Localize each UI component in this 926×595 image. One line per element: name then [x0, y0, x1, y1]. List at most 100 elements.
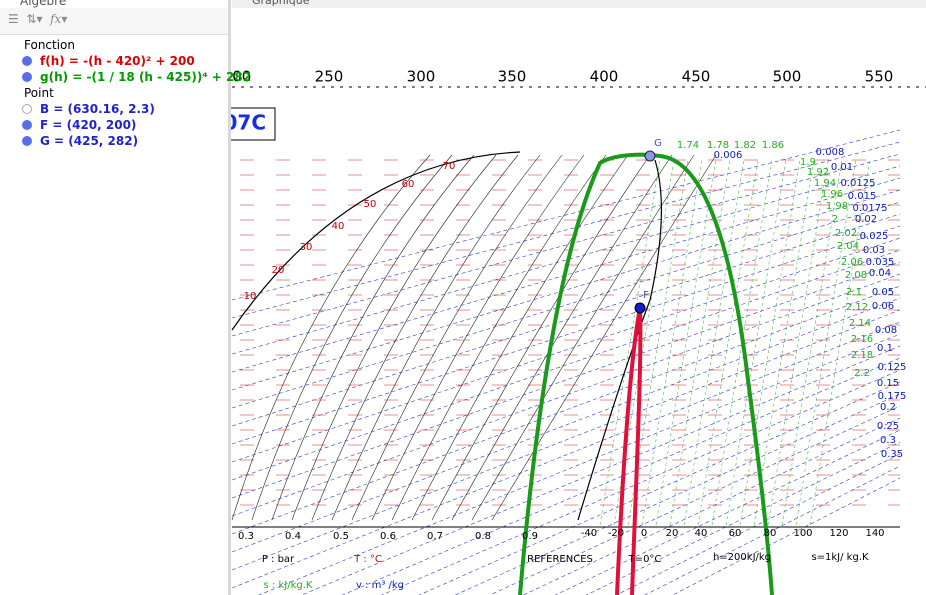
x-axis-label: 450	[682, 68, 711, 86]
entropy-label: 2.12	[846, 302, 868, 313]
algebra-panel: Algèbre ☰ ⇅▾ fx▾ Fonction f(h) = -(h - 4…	[0, 0, 251, 595]
entropy-label: 2.04	[837, 241, 859, 252]
volume-label: 0.02	[855, 214, 877, 225]
point-f[interactable]	[634, 302, 646, 314]
isochore	[454, 393, 901, 595]
isotherm-label: 30	[300, 242, 313, 253]
entropy-label: 2.1	[846, 287, 862, 298]
volume-label: 0.03	[863, 245, 885, 256]
point-label: G	[654, 138, 662, 149]
volume-label: 0.08	[875, 325, 897, 336]
entropy-label: 1.96	[821, 189, 843, 200]
panel-title: Algèbre	[20, 0, 67, 8]
isochore	[231, 189, 901, 391]
isochore	[300, 345, 901, 595]
isochore	[644, 465, 901, 595]
isochore	[231, 153, 901, 337]
object[interactable]: f(h) = -(h - 420)² + 200	[22, 54, 195, 68]
isotherm	[451, 154, 673, 521]
object[interactable]: G = (425, 282)	[22, 134, 138, 148]
entropy-label: 2.06	[841, 257, 863, 268]
isotherm	[491, 154, 717, 521]
isotherm	[351, 154, 563, 521]
volume-label: 0.0175	[853, 203, 888, 214]
legend-text: h=200kJ/kg	[713, 552, 771, 563]
isochore	[489, 405, 901, 595]
legend-text: v : m³ /kg	[356, 580, 404, 591]
pressure-label: 0.5	[333, 531, 349, 542]
temperature-label: -40	[581, 528, 597, 539]
isentrope	[641, 159, 703, 526]
isotherm	[271, 154, 475, 521]
point-label: F	[643, 290, 649, 301]
isochore	[585, 441, 901, 595]
entropy-label: 1.98	[826, 201, 848, 212]
isochore	[231, 321, 901, 589]
isotherm	[411, 154, 629, 521]
pressure-label: 0.6	[380, 531, 396, 542]
isotherm	[291, 154, 497, 521]
entropy-label: 1.86	[762, 140, 784, 151]
legend-text: P : bar	[262, 554, 295, 565]
isotherm	[371, 154, 585, 521]
isochore	[258, 333, 901, 595]
temperature-label: 100	[793, 528, 812, 539]
temperature-label: -20	[608, 528, 624, 539]
volume-label: 0.008	[816, 147, 845, 158]
volume-label: 0.175	[878, 391, 907, 402]
isentrope	[655, 159, 717, 526]
temperature-label: 20	[666, 528, 679, 539]
volume-label: 0.3	[880, 435, 896, 446]
pressure-label: 0.3	[238, 531, 254, 542]
point-g[interactable]	[644, 150, 656, 162]
volume-label: 0.01	[831, 162, 853, 173]
isochore	[231, 237, 901, 463]
object[interactable]: g(h) = -(1 / 18 (h - 425))⁴ + 282	[22, 70, 251, 84]
isochore	[231, 273, 901, 517]
saturation	[577, 159, 663, 521]
isotherm	[431, 154, 651, 521]
temperature-label: 140	[865, 528, 884, 539]
pressure-label: 0.9	[522, 531, 538, 542]
isotherm-label: 60	[402, 179, 415, 190]
isotherm-label: 10	[244, 291, 257, 302]
temperature-label: 80	[764, 528, 777, 539]
temperature-label: 60	[729, 528, 742, 539]
object[interactable]: B = (630.16, 2.3)	[22, 102, 155, 116]
toolbar[interactable]: ☰ ⇅▾ fx▾	[0, 8, 228, 35]
isochore	[231, 129, 901, 301]
object-text: F = (420, 200)	[40, 118, 137, 132]
isochore	[231, 225, 901, 445]
x-axis-label: 250	[315, 68, 344, 86]
entropy-label: 2.18	[851, 350, 873, 361]
isentrope	[669, 159, 731, 526]
object-text: G = (425, 282)	[40, 134, 139, 148]
volume-label: 0.0125	[841, 178, 876, 189]
object[interactable]: F = (420, 200)	[22, 118, 136, 132]
isentrope	[599, 159, 661, 526]
isentrope	[753, 159, 815, 526]
volume-label: 0.025	[860, 231, 889, 242]
isochore	[418, 381, 901, 595]
x-axis-label: 550	[865, 68, 894, 86]
volume-label: 0.1	[877, 343, 893, 354]
isotherm-label: 50	[364, 199, 377, 210]
isentrope	[767, 159, 829, 526]
group-label[interactable]: Point	[24, 86, 54, 100]
entropy-label: 1.82	[734, 140, 756, 151]
entropy-label: 1.92	[807, 167, 829, 178]
temperature-label: 40	[695, 528, 708, 539]
isentrope	[711, 159, 773, 526]
isochore	[231, 297, 901, 553]
entropy-label: 1.94	[814, 178, 836, 189]
isochore	[672, 477, 901, 595]
legend-text: REFERENCES	[527, 554, 593, 565]
temperature-label: 0	[641, 528, 647, 539]
isentrope	[809, 159, 871, 526]
legend-text: T : °C	[353, 554, 382, 565]
x-axis-label: 350	[498, 68, 527, 86]
isentrope	[781, 159, 843, 526]
group-label[interactable]: Fonction	[24, 38, 76, 52]
isentrope	[795, 159, 857, 526]
